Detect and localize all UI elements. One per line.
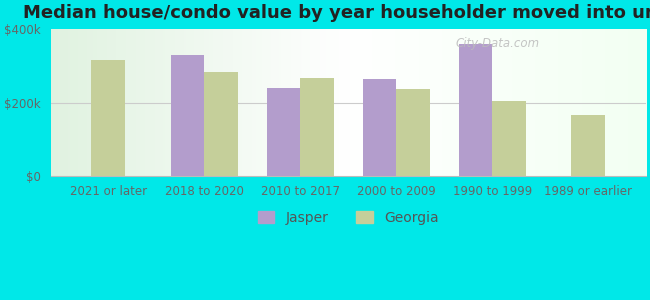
Bar xyxy=(492,101,526,176)
Title: Median house/condo value by year householder moved into unit: Median house/condo value by year househo… xyxy=(23,4,650,22)
Bar xyxy=(91,60,125,176)
Bar xyxy=(459,44,492,176)
Bar xyxy=(363,79,396,176)
Bar xyxy=(300,78,333,176)
Bar xyxy=(170,55,204,176)
Bar xyxy=(396,88,430,176)
Bar xyxy=(266,88,300,176)
Legend: Jasper, Georgia: Jasper, Georgia xyxy=(252,205,444,230)
Text: City-Data.com: City-Data.com xyxy=(456,37,540,50)
Bar xyxy=(571,115,605,176)
Bar xyxy=(204,72,238,176)
